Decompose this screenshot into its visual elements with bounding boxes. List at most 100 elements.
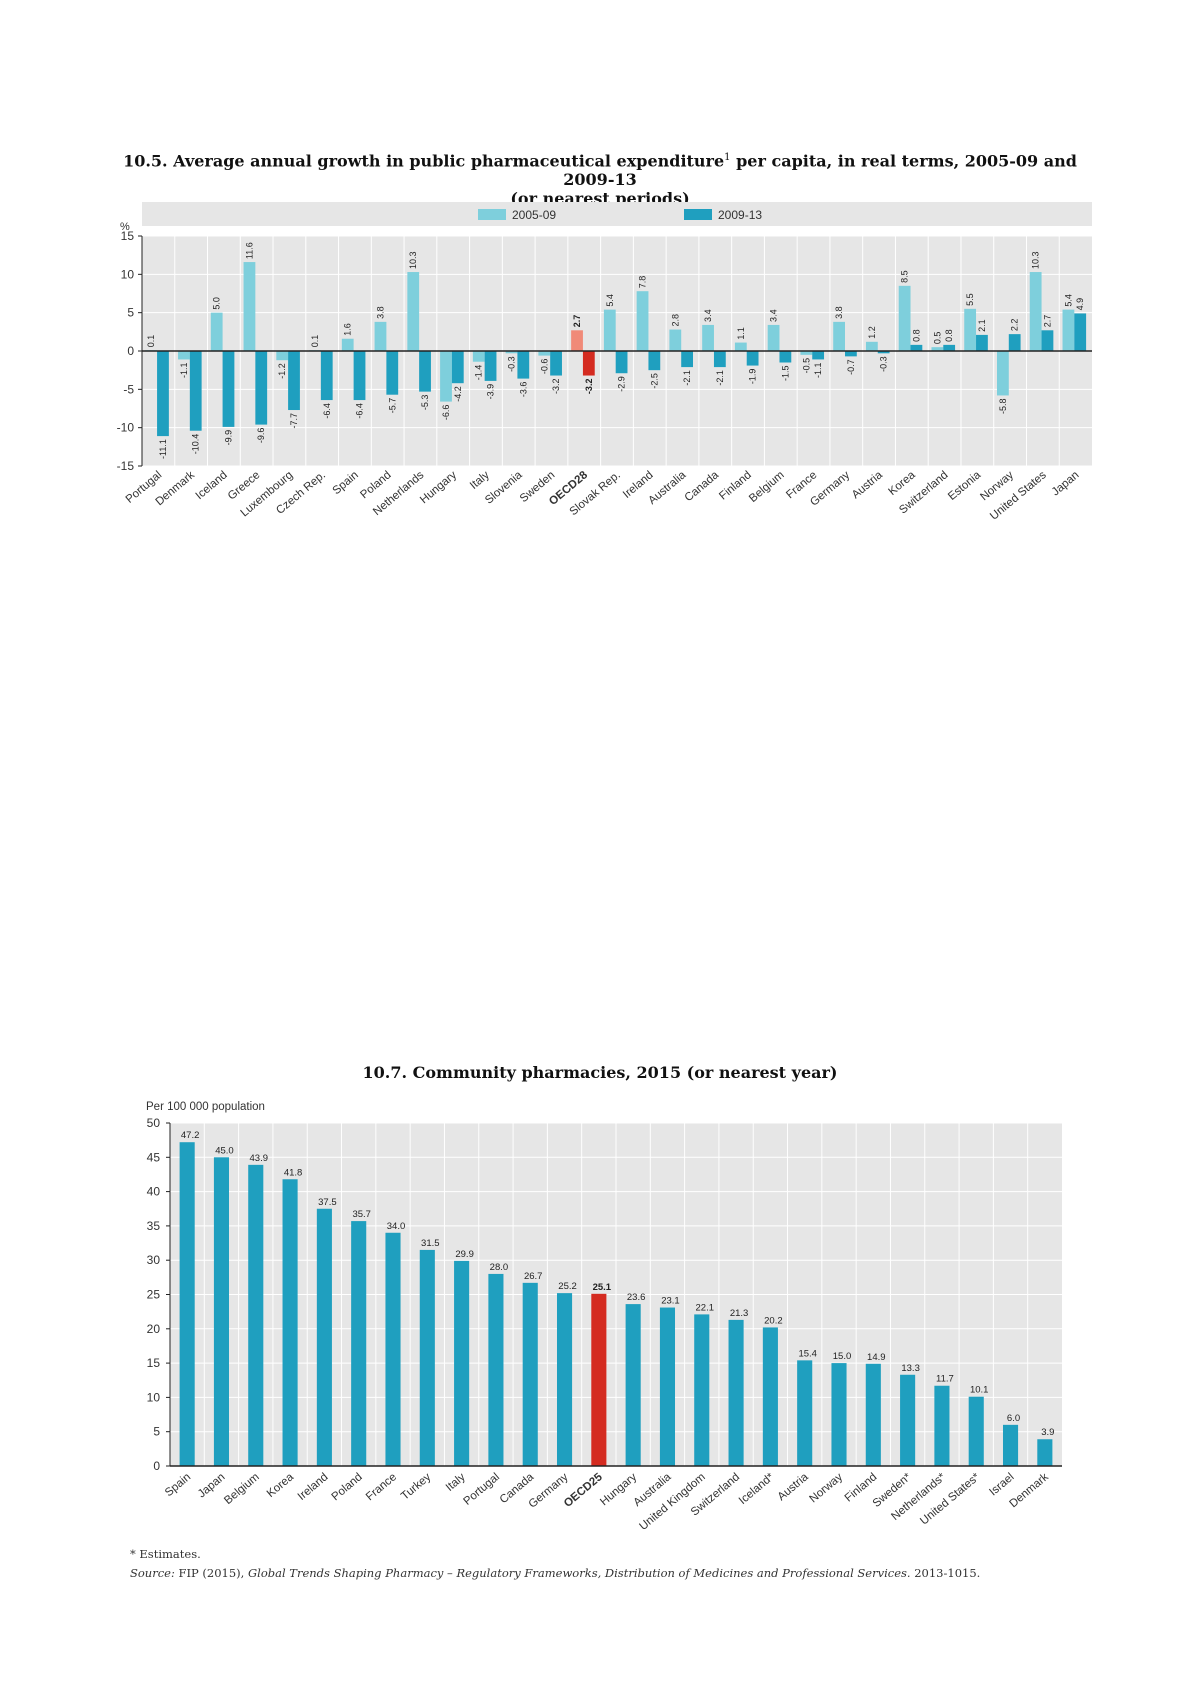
chart1-title-main: 10.5. Average annual growth in public ph… [123, 151, 725, 171]
bar [282, 1179, 298, 1466]
y-tick-label: 50 [147, 1116, 161, 1130]
bar [210, 312, 223, 351]
bar-value-label: 26.7 [524, 1271, 543, 1282]
bar-value-label: -6.4 [322, 403, 332, 419]
source-note: Source: FIP (2015), Global Trends Shapin… [130, 1564, 980, 1583]
bar [779, 351, 792, 363]
bar-value-label: -6.6 [441, 405, 451, 421]
x-tick-label: Ireland [296, 1471, 331, 1503]
bar-value-label: -4.2 [453, 386, 463, 402]
bar [189, 351, 202, 431]
bar [276, 351, 289, 361]
y-tick-label: 35 [147, 1219, 161, 1233]
bar-value-label: 8.5 [900, 270, 910, 283]
bar-value-label: 23.1 [661, 1296, 680, 1307]
bar-value-label: 1.1 [736, 327, 746, 340]
bar-value-label: -3.2 [551, 379, 561, 395]
bar-value-label: 5.0 [212, 297, 222, 310]
bar-value-label: -10.4 [191, 434, 201, 455]
bar [1062, 309, 1075, 351]
x-tick-label: Iceland* [737, 1471, 777, 1507]
bar-value-label: 0.1 [146, 335, 156, 348]
bar [1037, 1439, 1053, 1466]
bar-value-label: 1.2 [867, 326, 877, 339]
bar-value-label: -1.2 [277, 363, 287, 379]
x-tick-label: Slovenia [483, 469, 525, 507]
bar [419, 351, 431, 392]
bar [625, 1304, 641, 1466]
y-tick-label: 5 [153, 1425, 160, 1439]
bar-value-label: 5.5 [965, 293, 975, 306]
chart1-svg: 2005-09 2009-13%15 10 5 0 -5 -10 -15 0.1 -11.1 -1.… [117, 202, 1092, 523]
x-tick-label: Korea [265, 1471, 297, 1500]
bar-value-label: 0.5 [932, 332, 942, 345]
bar-value-label: 0.1 [310, 335, 320, 348]
bar [648, 351, 661, 371]
x-tick-label: Italy [468, 469, 492, 492]
bar [865, 1363, 881, 1466]
bar-value-label: -5.8 [998, 398, 1008, 414]
bar-value-label: -9.6 [256, 428, 266, 444]
y-tick-label: 30 [147, 1253, 161, 1267]
bar-value-label: 5.4 [1063, 294, 1073, 307]
bar-value-label: 10.3 [408, 252, 418, 270]
bar-value-label: -3.6 [518, 382, 528, 398]
bar-value-label: -6.4 [355, 403, 365, 419]
bar [550, 351, 562, 376]
bar-value-label: -11.1 [158, 439, 168, 459]
bar [591, 1293, 607, 1466]
bar [964, 308, 977, 351]
chart1-title-rest: per capita, in real terms, 2005-09 and 2… [563, 151, 1077, 190]
bar-value-label: 15.0 [833, 1351, 852, 1362]
bar-value-label: 25.2 [558, 1281, 577, 1292]
y-tick-label: -5 [123, 382, 134, 396]
source-title: Global Trends Shaping Pharmacy – Regulat… [247, 1566, 911, 1580]
x-tick-label: Italy [444, 1471, 468, 1494]
bar-value-label: -1.4 [474, 365, 484, 381]
bar-value-label: 4.9 [1075, 298, 1085, 311]
x-tick-label: United States* [918, 1471, 982, 1528]
bar [900, 1374, 916, 1466]
bar-value-label: 10.3 [1031, 252, 1041, 270]
bar-value-label: 35.7 [352, 1209, 371, 1220]
x-tick-label: Spain [331, 469, 361, 497]
bar-value-label: 3.9 [1041, 1427, 1054, 1438]
x-tick-label: France [364, 1471, 399, 1503]
source-post: 2013-1015. [914, 1566, 981, 1580]
bar [248, 1164, 264, 1466]
y-tick-label: 10 [147, 1390, 161, 1404]
y-tick-label: 20 [147, 1322, 161, 1336]
bar-value-label: 2.7 [572, 315, 582, 328]
bar-value-label: 28.0 [490, 1262, 509, 1273]
legend-swatch [684, 209, 712, 220]
chart1-title: 10.5. Average annual growth in public ph… [100, 148, 1100, 208]
bar [320, 351, 333, 401]
bar [702, 324, 714, 351]
bar-value-label: -1.1 [179, 362, 189, 378]
chart2-title: 10.7. Community pharmacies, 2015 (or nea… [362, 1063, 838, 1082]
bar-value-label: 5.4 [605, 294, 615, 307]
bar-value-label: 10.1 [970, 1385, 989, 1396]
bar-value-label: -0.3 [507, 356, 517, 372]
bar-value-label: 41.8 [284, 1167, 303, 1178]
bar [505, 351, 518, 354]
bar-value-label: 3.8 [375, 306, 385, 319]
bar [538, 351, 551, 356]
bar [976, 334, 988, 351]
bar [517, 351, 530, 379]
bar [243, 262, 256, 351]
bar [374, 321, 387, 351]
bar-value-label: 6.0 [1007, 1413, 1020, 1424]
bar [762, 1327, 778, 1466]
bar [419, 1249, 435, 1466]
y-tick-label: 15 [147, 1356, 161, 1370]
bar [713, 351, 726, 368]
legend-swatch [478, 209, 506, 220]
bar [454, 1260, 470, 1466]
bar [898, 285, 911, 351]
y-axis-label: Per 100 000 population [146, 1101, 265, 1113]
bar [440, 351, 452, 402]
x-tick-label: Australia [646, 469, 688, 507]
y-tick-label: 45 [147, 1150, 161, 1164]
x-tick-label: United States [988, 469, 1049, 523]
